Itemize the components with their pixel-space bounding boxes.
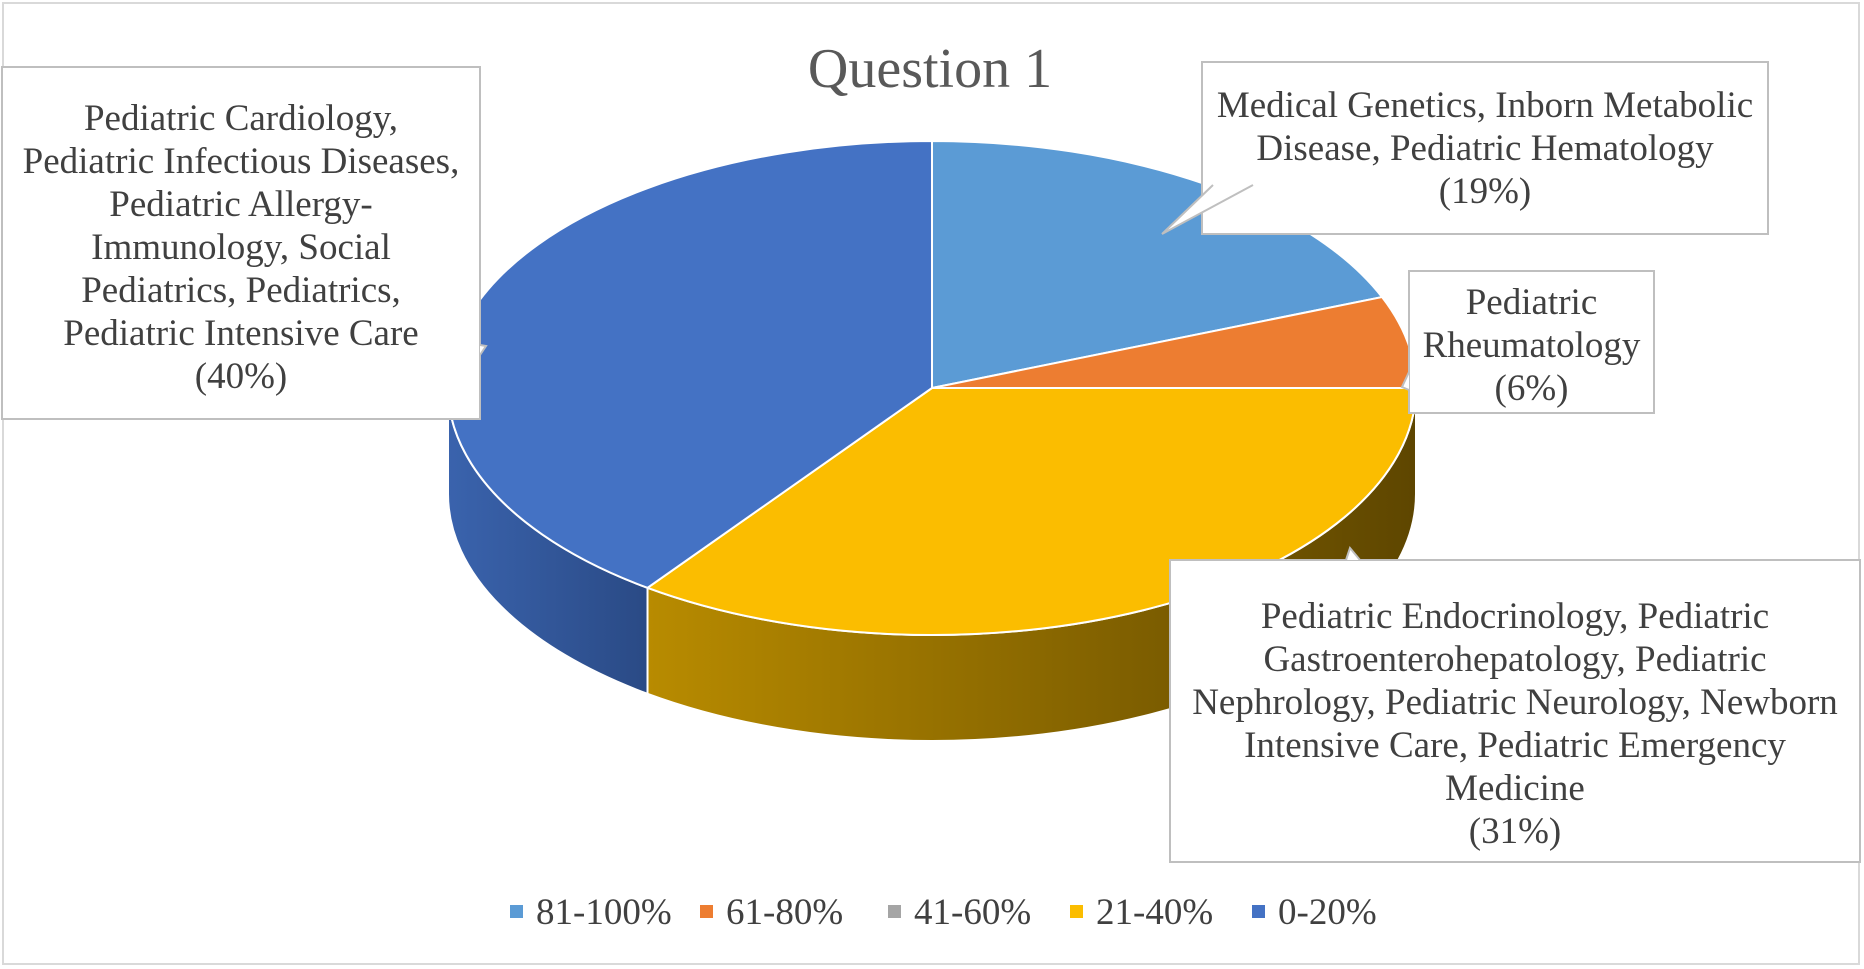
data-label-pointer	[1161, 184, 1254, 235]
legend-label: 81-100%	[536, 892, 672, 933]
data-label-line: Disease, Pediatric Hematology	[1256, 128, 1714, 169]
data-label-pointer	[479, 344, 488, 356]
data-label-line: Medicine	[1445, 768, 1585, 809]
data-label-line: Medical Genetics, Inborn Metabolic	[1217, 85, 1753, 126]
data-label-line: Pediatric Allergy-	[109, 184, 372, 225]
legend-item-21-40: 21-40%	[1070, 892, 1213, 933]
data-label-line: (31%)	[1469, 811, 1561, 852]
legend: 81-100% 61-80% 41-60% 21-40% 0-20%	[510, 892, 1377, 933]
legend-label: 0-20%	[1278, 892, 1377, 933]
data-label-line: Gastroenterohepatology, Pediatric	[1263, 639, 1766, 680]
data-label-box	[1201, 61, 1769, 235]
legend-swatch	[1070, 905, 1083, 918]
legend-item-0-20: 0-20%	[1252, 892, 1377, 933]
data-label-line: Immunology, Social	[91, 227, 391, 268]
legend-label: 21-40%	[1096, 892, 1213, 933]
data-label-line: (6%)	[1495, 368, 1569, 409]
data-label-box	[1, 66, 481, 420]
data-label-line: Pediatric Endocrinology, Pediatric	[1261, 596, 1769, 637]
data-label-line: Nephrology, Pediatric Neurology, Newborn	[1192, 682, 1838, 723]
legend-label: 41-60%	[914, 892, 1031, 933]
data-label-line: Pediatric Cardiology,	[84, 98, 398, 139]
callouts: Medical Genetics, Inborn MetabolicDiseas…	[1, 61, 1861, 863]
legend-swatch	[700, 905, 713, 918]
data-label-line: (19%)	[1439, 171, 1531, 212]
data-label-line: Pediatric Infectious Diseases,	[23, 141, 460, 182]
data-label-21-40: Pediatric Endocrinology, PediatricGastro…	[1169, 545, 1861, 863]
data-label-line: Intensive Care, Pediatric Emergency	[1244, 725, 1786, 766]
data-label-line: Pediatric Intensive Care	[63, 313, 418, 354]
data-label-pointer	[1400, 371, 1410, 391]
data-label-line: (40%)	[195, 356, 287, 397]
legend-swatch	[888, 905, 901, 918]
data-label-line: Rheumatology	[1423, 325, 1641, 366]
data-label-line: Pediatric	[1466, 282, 1598, 323]
legend-swatch	[1252, 905, 1265, 918]
legend-item-61-80: 61-80%	[700, 892, 843, 933]
data-label-box	[1169, 559, 1861, 863]
data-label-0-20: Pediatric Cardiology,Pediatric Infectiou…	[1, 66, 488, 420]
legend-item-81-100: 81-100%	[510, 892, 672, 933]
data-label-81-100: Medical Genetics, Inborn MetabolicDiseas…	[1161, 61, 1769, 235]
data-label-pointer	[1345, 545, 1361, 561]
legend-swatch	[510, 905, 523, 918]
legend-item-41-60: 41-60%	[888, 892, 1031, 933]
chart-title: Question 1	[808, 38, 1052, 100]
data-label-box	[1408, 270, 1655, 414]
legend-label: 61-80%	[726, 892, 843, 933]
data-label-line: Pediatrics, Pediatrics,	[81, 270, 401, 311]
